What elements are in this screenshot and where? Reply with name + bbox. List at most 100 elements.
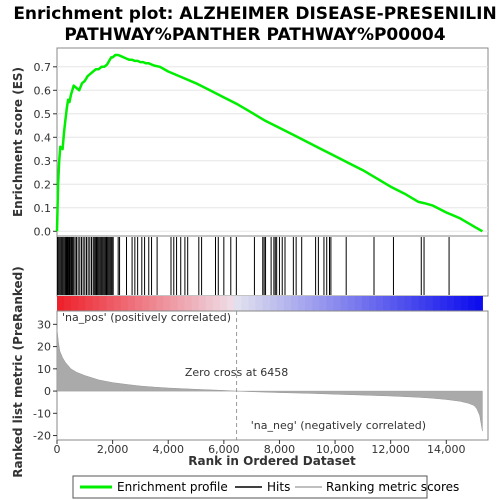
colorbar-segment <box>468 296 476 311</box>
colorbar-segment <box>354 296 363 311</box>
x-tick-label: 8,000 <box>264 443 296 456</box>
colorbar-segment <box>333 296 342 311</box>
enrichment-profile-line <box>55 53 484 233</box>
hits-panel-frame <box>56 235 489 297</box>
rank-y-tick-label: -20 <box>33 430 51 443</box>
es-series <box>55 53 484 233</box>
colorbar-segment <box>57 296 65 311</box>
rank-y-tick-label: 10 <box>37 363 51 376</box>
rank-y-axis-label: Ranked list metric (PreRanked) <box>11 266 25 478</box>
colorbar-segment <box>446 296 455 311</box>
colorbar-segment <box>262 296 271 311</box>
colorbar-segment <box>454 296 462 311</box>
colorbar-segment <box>71 296 79 311</box>
colorbar-segment <box>106 296 115 311</box>
legend: Enrichment profile Hits Ranking metric s… <box>72 475 459 499</box>
es-y-tick-label: 0.0 <box>34 225 52 238</box>
es-gridlines <box>57 66 488 232</box>
chart-title-line1: Enrichment plot: ALZHEIMER DISEASE-PRESE… <box>13 4 496 24</box>
colorbar-segment <box>248 296 257 311</box>
hit-marks <box>57 237 450 295</box>
chart-title-line2: PATHWAY%PANTHER PATHWAY%P00004 <box>64 25 445 45</box>
colorbar-segment <box>170 296 179 311</box>
x-tick-label: 10,000 <box>316 443 355 456</box>
es-y-tick-label: 0.5 <box>34 108 52 121</box>
es-y-tick-label: 0.6 <box>34 84 52 97</box>
colorbar-segment <box>376 296 384 311</box>
colorbar-segment <box>290 296 299 311</box>
rank-panel-frame <box>56 310 489 441</box>
es-y-tick-label: 0.4 <box>34 131 52 144</box>
es-panel-frame <box>56 47 489 237</box>
positive-correlation-label: 'na_pos' (positively correlated) <box>62 311 231 324</box>
colorbar-segment <box>305 296 313 311</box>
rank-y-tick-label: -10 <box>33 407 51 420</box>
colorbar-segment <box>411 296 420 311</box>
es-y-tick-label: 0.3 <box>34 155 52 168</box>
colorbar-segment <box>404 296 413 311</box>
colorbar-segment <box>312 296 320 311</box>
x-tick-label: 14,000 <box>427 443 466 456</box>
legend-hits-label: Hits <box>267 480 290 494</box>
rank-colorbar <box>57 296 483 311</box>
colorbar-segment <box>276 296 285 311</box>
x-tick-label: 6,000 <box>208 443 240 456</box>
rank-panel: -20 -10 0 10 20 30 Zero cross at 6458 'na_pos… <box>11 266 489 478</box>
colorbar-segment <box>99 296 108 311</box>
colorbar-segment <box>163 296 171 311</box>
colorbar-segment <box>390 296 398 311</box>
colorbar-segment <box>361 296 370 311</box>
colorbar-segment <box>234 296 242 311</box>
x-tick-label: 0 <box>54 443 61 456</box>
es-y-axis-label: Enrichment score (ES) <box>11 67 25 217</box>
legend-enrichment-label: Enrichment profile <box>117 480 228 494</box>
x-tick-label: 12,000 <box>371 443 410 456</box>
es-y-ticks: 0.0 0.1 0.2 0.3 0.4 0.5 0.6 0.7 <box>34 61 57 238</box>
colorbar-segment <box>113 296 122 311</box>
colorbar-segment <box>368 296 377 311</box>
colorbar-segment <box>319 296 327 311</box>
colorbar-segment <box>347 296 356 311</box>
colorbar-segment <box>85 296 93 311</box>
colorbar-segment <box>340 296 349 311</box>
colorbar-segment <box>220 296 228 311</box>
colorbar-segment <box>120 296 129 311</box>
x-tick-label: 2,000 <box>97 443 129 456</box>
es-panel: 0.0 0.1 0.2 0.3 0.4 0.5 0.6 0.7 Enrichment scor… <box>11 47 489 238</box>
colorbar-segment <box>241 296 249 311</box>
rank-y-tick-label: 0 <box>44 385 51 398</box>
colorbar-segment <box>127 296 136 311</box>
colorbar-segment <box>432 296 441 311</box>
colorbar-segment <box>326 296 335 311</box>
colorbar-segment <box>227 296 235 311</box>
colorbar-segment <box>198 296 207 311</box>
negative-correlation-label: 'na_neg' (negatively correlated) <box>251 419 426 432</box>
colorbar-segment <box>64 296 72 311</box>
colorbar-segment <box>475 296 483 311</box>
colorbar-segment <box>269 296 278 311</box>
colorbar-segment <box>439 296 448 311</box>
rank-y-tick-label: 20 <box>37 341 51 354</box>
x-tick-label: 4,000 <box>152 443 184 456</box>
es-y-tick-label: 0.1 <box>34 202 52 215</box>
es-y-tick-label: 0.7 <box>34 61 52 74</box>
rank-y-tick-label: 30 <box>37 318 51 331</box>
colorbar-segment <box>425 296 434 311</box>
hits-panel <box>56 235 489 297</box>
colorbar-segment <box>397 296 405 311</box>
colorbar-segment <box>191 296 200 311</box>
colorbar-segment <box>134 296 143 311</box>
colorbar-segment <box>92 296 101 311</box>
legend-metric-label: Ranking metric scores <box>326 480 459 494</box>
colorbar-segment <box>461 296 469 311</box>
colorbar-segment <box>149 296 157 311</box>
colorbar-segment <box>205 296 214 311</box>
colorbar-segment <box>283 296 292 311</box>
colorbar-segment <box>142 296 150 311</box>
colorbar-segment <box>156 296 164 311</box>
colorbar-segment <box>177 296 186 311</box>
x-axis-ticks: 0 2,000 4,000 6,000 8,000 10,000 12,000 14,000 <box>54 440 466 456</box>
x-axis-label: Rank in Ordered Dataset <box>188 454 356 468</box>
zero-cross-label: Zero cross at 6458 <box>185 366 288 379</box>
